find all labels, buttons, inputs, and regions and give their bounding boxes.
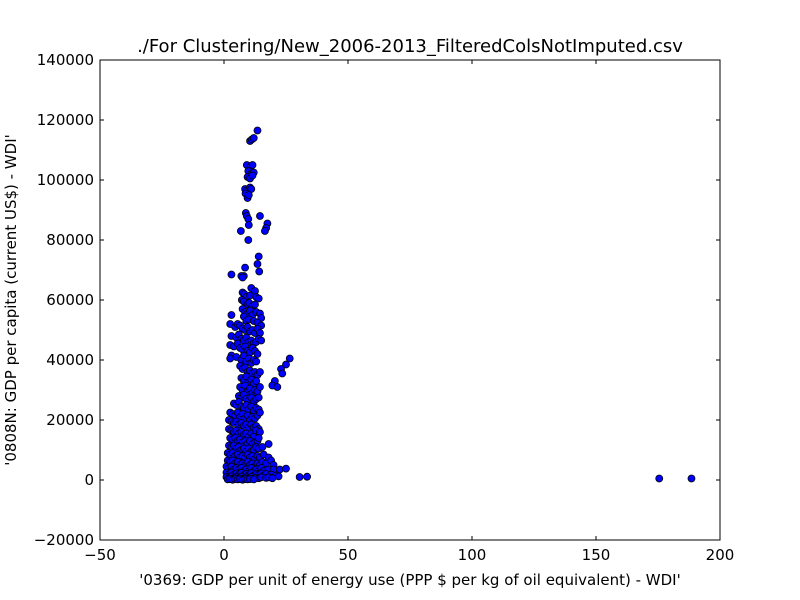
data-point — [254, 393, 263, 402]
data-point — [249, 475, 258, 484]
y-tick-label: 100000 — [37, 171, 94, 189]
data-points — [222, 126, 696, 484]
data-point — [295, 473, 304, 481]
x-tick-label: 150 — [582, 546, 611, 564]
y-axis-label: '0808N: GDP per capita (current US$) - W… — [2, 134, 20, 466]
data-point — [252, 357, 261, 366]
data-point — [244, 191, 253, 199]
y-tick-label: −20000 — [34, 531, 94, 549]
data-point — [264, 440, 273, 448]
x-axis-label: '0369: GDP per unit of energy use (PPP $… — [139, 571, 680, 589]
data-point — [254, 434, 263, 442]
data-point — [655, 474, 664, 483]
y-tick-label: 20000 — [46, 411, 94, 429]
data-point — [253, 126, 262, 135]
data-point — [256, 212, 264, 220]
y-tick-label: 80000 — [46, 231, 94, 249]
data-point — [227, 270, 236, 279]
y-tick-label: 60000 — [46, 291, 94, 309]
data-point — [282, 360, 290, 369]
data-point — [238, 273, 247, 282]
data-point — [236, 227, 245, 235]
data-point — [253, 350, 262, 358]
data-point — [249, 134, 258, 142]
x-tick-label: 0 — [219, 546, 229, 564]
data-point — [278, 369, 287, 378]
data-point — [248, 161, 257, 169]
y-tick-label: 120000 — [37, 111, 94, 129]
data-point — [227, 311, 236, 319]
data-point — [282, 464, 290, 473]
x-tick-label: 200 — [706, 546, 735, 564]
data-point — [257, 336, 266, 345]
data-point — [256, 383, 264, 391]
y-tick-label: 40000 — [46, 351, 94, 369]
data-point — [254, 294, 263, 303]
y-tick-label: 0 — [84, 471, 94, 489]
data-point — [253, 260, 262, 268]
y-tick-label: 140000 — [37, 51, 94, 69]
data-point — [248, 171, 257, 180]
data-point — [303, 472, 311, 481]
data-point — [261, 227, 269, 235]
data-point — [251, 300, 259, 309]
data-point — [255, 267, 264, 276]
data-point — [256, 408, 264, 417]
data-point — [687, 474, 696, 483]
data-point — [273, 383, 282, 391]
data-point — [258, 443, 267, 451]
data-point — [252, 377, 261, 385]
y-axis-ticks: −20000 0 20000 40000 60000 80000 100000 120000 1… — [34, 51, 720, 549]
data-point — [244, 221, 253, 229]
data-point — [254, 252, 263, 261]
x-tick-label: −50 — [84, 546, 116, 564]
x-tick-label: 100 — [458, 546, 487, 564]
data-point — [268, 474, 277, 483]
data-point — [256, 368, 264, 376]
chart-title: ./For Clustering/New_2006-2013_FilteredC… — [137, 36, 683, 57]
x-axis-ticks: −50 0 50 100 150 200 — [84, 60, 734, 564]
x-tick-label: 50 — [338, 546, 357, 564]
data-point — [244, 236, 253, 244]
data-point — [285, 354, 294, 363]
data-point — [241, 263, 249, 272]
